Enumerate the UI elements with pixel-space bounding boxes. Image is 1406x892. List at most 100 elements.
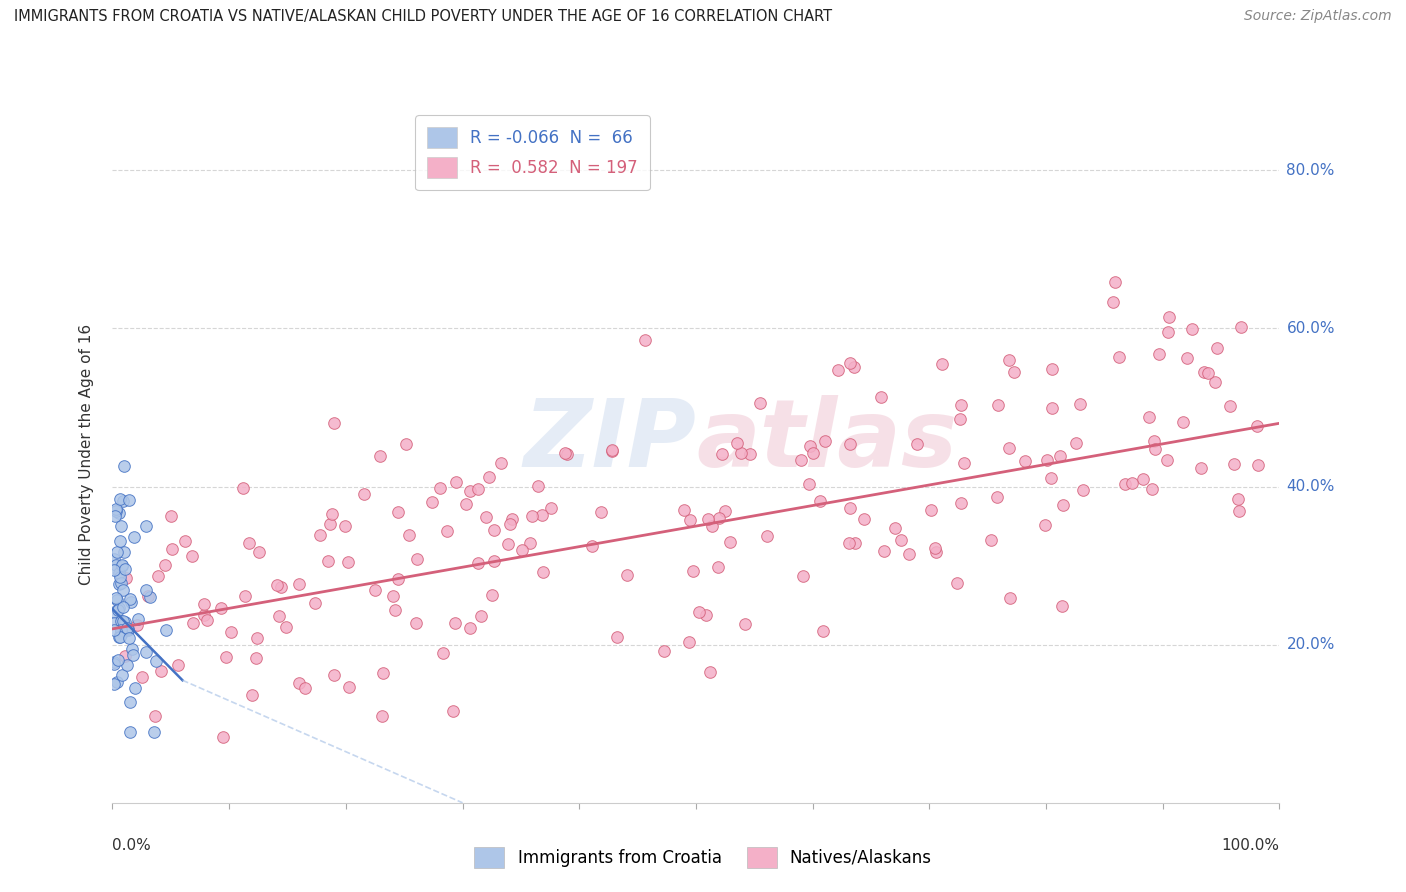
- Point: [103, 624, 125, 638]
- Point: [103, 616, 125, 631]
- Point: [304, 596, 326, 610]
- Point: [1157, 310, 1180, 325]
- Point: [606, 631, 628, 645]
- Point: [371, 666, 394, 681]
- Point: [269, 609, 291, 624]
- Point: [730, 446, 752, 460]
- Point: [103, 657, 125, 672]
- Point: [1230, 319, 1253, 334]
- Point: [838, 437, 860, 451]
- Point: [117, 657, 139, 672]
- Point: [287, 576, 309, 591]
- Point: [180, 549, 202, 563]
- Point: [458, 484, 481, 499]
- Point: [110, 624, 132, 639]
- Point: [1197, 366, 1219, 380]
- Point: [112, 545, 135, 559]
- Point: [110, 576, 132, 591]
- Point: [589, 505, 612, 519]
- Point: [121, 642, 143, 657]
- Point: [146, 569, 169, 583]
- Point: [1040, 362, 1063, 376]
- Point: [103, 563, 125, 577]
- Point: [120, 724, 142, 739]
- Point: [678, 635, 700, 649]
- Point: [103, 655, 125, 669]
- Point: [1121, 476, 1143, 491]
- Point: [498, 537, 520, 551]
- Point: [1223, 457, 1246, 471]
- Point: [107, 630, 129, 644]
- Point: [531, 566, 554, 580]
- Point: [122, 648, 145, 662]
- Point: [697, 512, 720, 526]
- Point: [1064, 435, 1087, 450]
- Point: [443, 616, 465, 631]
- Point: [1192, 365, 1215, 379]
- Text: 40.0%: 40.0%: [1286, 479, 1334, 494]
- Point: [924, 541, 946, 555]
- Point: [136, 589, 159, 603]
- Point: [842, 360, 865, 375]
- Point: [799, 439, 821, 453]
- Y-axis label: Child Poverty Under the Age of 16: Child Poverty Under the Age of 16: [79, 325, 94, 585]
- Point: [652, 643, 675, 657]
- Point: [155, 623, 177, 637]
- Point: [149, 664, 172, 678]
- Point: [384, 603, 406, 617]
- Point: [1246, 419, 1268, 434]
- Point: [1132, 472, 1154, 486]
- Point: [1227, 491, 1250, 506]
- Point: [998, 352, 1021, 367]
- Point: [1000, 591, 1022, 605]
- Point: [108, 566, 131, 580]
- Point: [905, 436, 928, 450]
- Point: [600, 442, 623, 457]
- Point: [105, 591, 128, 606]
- Point: [873, 543, 896, 558]
- Point: [458, 621, 481, 635]
- Point: [112, 494, 135, 508]
- Point: [174, 534, 197, 549]
- Point: [482, 523, 505, 537]
- Point: [1052, 498, 1074, 512]
- Point: [478, 470, 501, 484]
- Point: [111, 582, 134, 597]
- Point: [946, 576, 969, 591]
- Point: [193, 597, 215, 611]
- Text: 60.0%: 60.0%: [1286, 321, 1334, 336]
- Point: [308, 528, 330, 542]
- Text: 100.0%: 100.0%: [1222, 838, 1279, 854]
- Point: [387, 572, 409, 586]
- Point: [108, 506, 131, 520]
- Point: [688, 606, 710, 620]
- Point: [1147, 347, 1170, 361]
- Point: [522, 508, 544, 523]
- Point: [266, 578, 288, 592]
- Point: [801, 446, 824, 460]
- Point: [839, 501, 862, 516]
- Point: [1139, 410, 1161, 425]
- Point: [980, 533, 1002, 548]
- Point: [682, 565, 704, 579]
- Point: [117, 623, 139, 637]
- Point: [333, 519, 356, 533]
- Point: [118, 631, 141, 645]
- Point: [920, 503, 942, 517]
- Point: [1036, 453, 1059, 467]
- Point: [811, 624, 834, 638]
- Point: [436, 524, 458, 538]
- Point: [1140, 482, 1163, 496]
- Point: [530, 508, 553, 522]
- Point: [467, 557, 489, 571]
- Point: [838, 535, 860, 549]
- Point: [111, 668, 134, 682]
- Point: [120, 695, 142, 709]
- Point: [713, 503, 735, 517]
- Text: Source: ZipAtlas.com: Source: ZipAtlas.com: [1244, 9, 1392, 23]
- Point: [117, 623, 139, 637]
- Point: [104, 502, 127, 516]
- Point: [105, 593, 128, 607]
- Point: [209, 601, 232, 615]
- Text: 20.0%: 20.0%: [1286, 637, 1334, 652]
